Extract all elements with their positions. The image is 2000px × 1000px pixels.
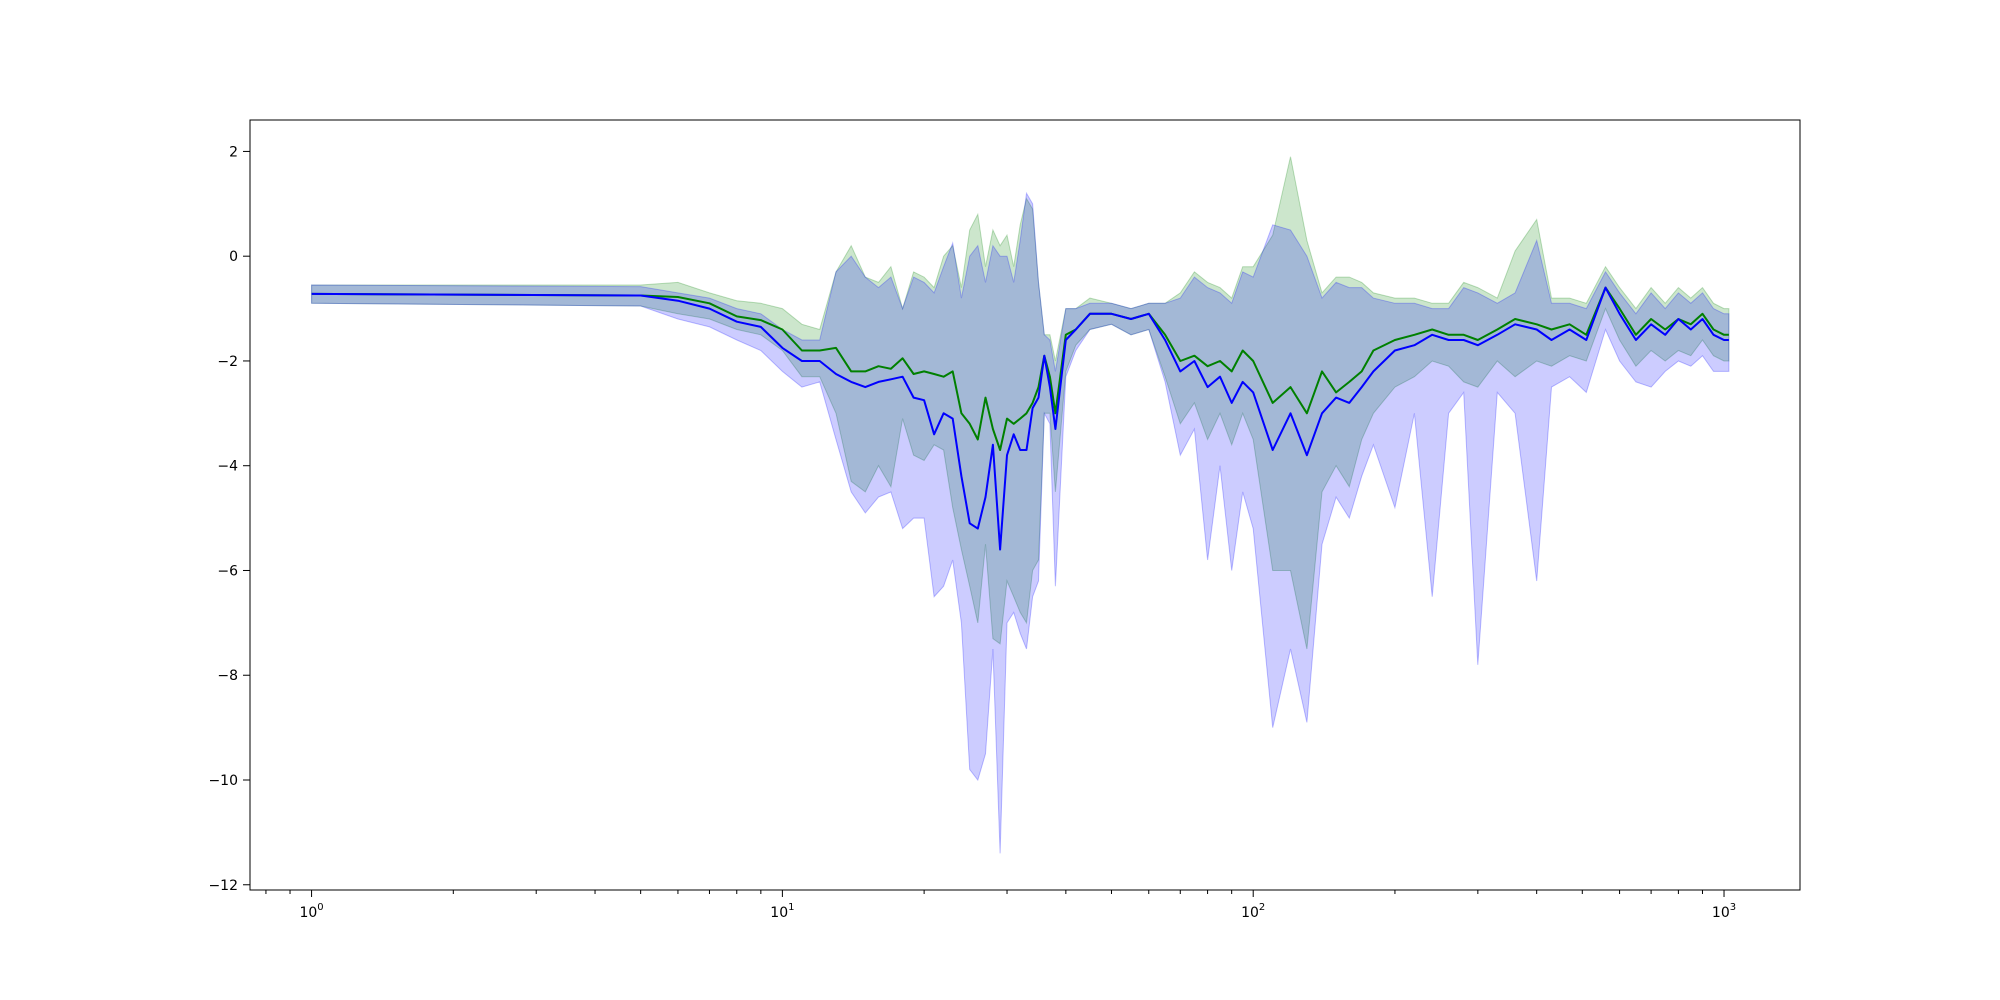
y-tick-label: −10	[208, 773, 238, 789]
y-axis: 2 0 −2 −4 −6 −8 −10 −12	[208, 144, 250, 894]
y-tick-label: −2	[217, 354, 238, 370]
y-tick-label: −6	[217, 563, 238, 579]
x-tick-label: 101	[770, 902, 794, 921]
plot-area	[311, 156, 1730, 854]
x-tick-label: 100	[299, 902, 323, 921]
series-1-band	[311, 156, 1730, 650]
x-tick-label: 103	[1712, 902, 1736, 921]
x-axis: 100 101 102 103	[265, 890, 1736, 921]
x-tick-label: 102	[1241, 902, 1265, 921]
y-tick-label: 0	[229, 249, 238, 265]
series-2-band	[311, 191, 1730, 854]
y-tick-label: 2	[229, 144, 238, 160]
y-tick-label: −12	[208, 878, 238, 894]
series-2-line	[311, 286, 1729, 551]
y-tick-label: −8	[217, 668, 238, 684]
y-tick-label: −4	[217, 459, 238, 475]
axes-frame	[249, 119, 1801, 891]
